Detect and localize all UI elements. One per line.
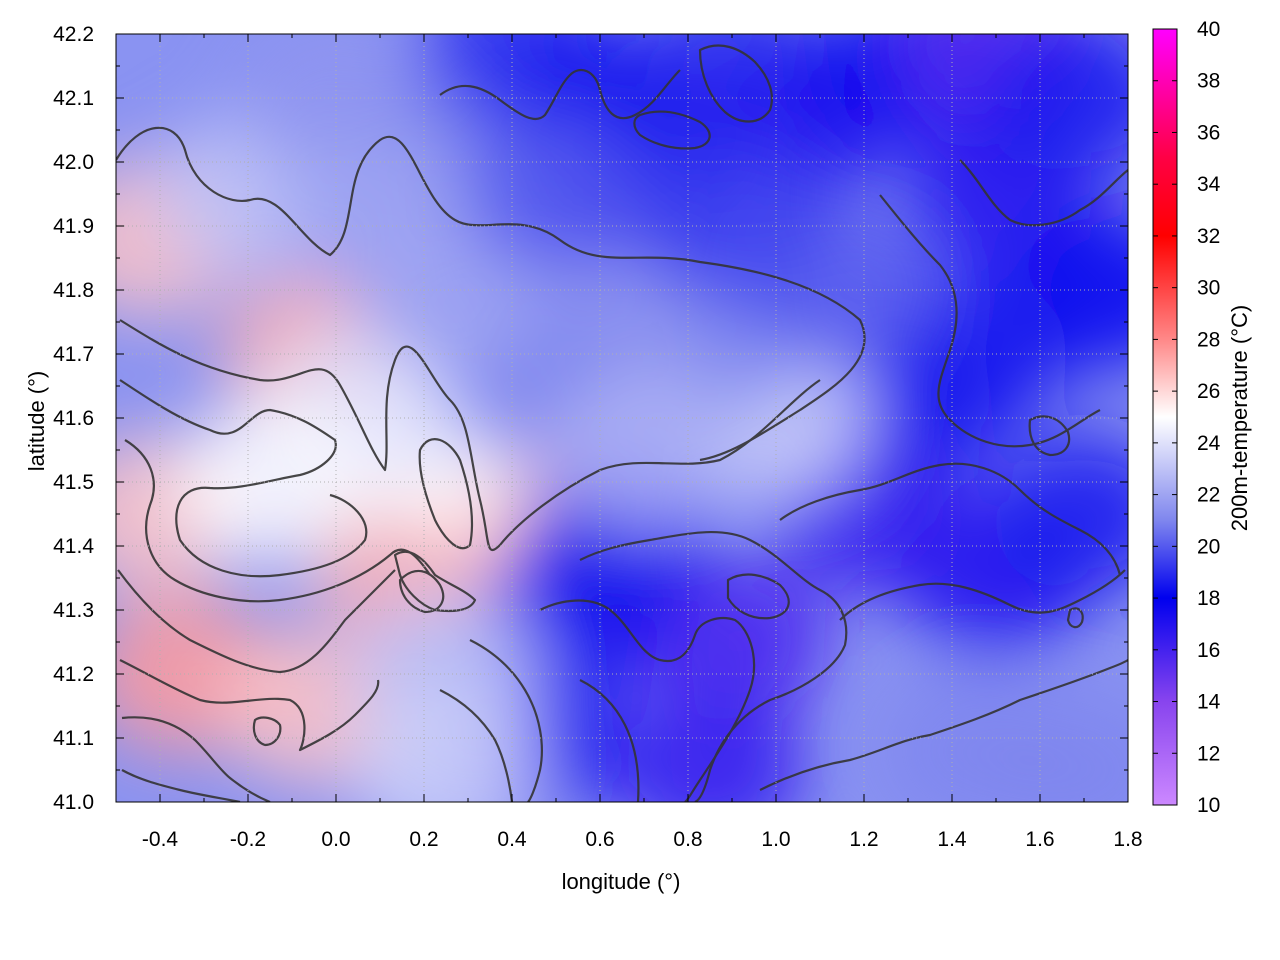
colorbar-tick-label: 40 [1197, 18, 1220, 41]
contour-line [469, 639, 543, 802]
y-tick-label: 41.3 [53, 599, 94, 622]
colorbar-tick-label: 38 [1197, 70, 1220, 93]
contour-line [579, 679, 640, 802]
contour-line [439, 689, 514, 802]
field-sample [637, 562, 827, 722]
colorbar-tick-label: 20 [1197, 535, 1220, 558]
x-tick-label: 1.8 [1113, 828, 1142, 851]
colorbar-tick-label: 22 [1197, 484, 1220, 507]
y-axis-title: latitude (°) [24, 371, 49, 472]
x-tick-label: 0.8 [673, 828, 702, 851]
x-tick-label: 1.6 [1025, 828, 1054, 851]
y-tick-label: 42.0 [53, 151, 94, 174]
contour-line [119, 319, 821, 552]
contour-line [439, 68, 681, 121]
x-axis: -0.4 -0.2 0.0 0.2 0.4 0.6 0.8 1.0 1.2 1.4 1.6 1.8 [115, 34, 1143, 851]
contour-line [117, 569, 396, 674]
contour-line [839, 569, 1126, 621]
temperature-field [116, 34, 1128, 802]
x-tick-label: 0.2 [409, 828, 438, 851]
colorbar-gradient [1152, 28, 1178, 806]
field-sample [989, 434, 1128, 594]
contour-line [759, 659, 1128, 791]
contour-line [779, 462, 1122, 576]
colorbar-tick-label: 34 [1197, 173, 1221, 196]
y-tick-label: 41.2 [53, 663, 94, 686]
colorbar-tick-label: 24 [1197, 432, 1221, 455]
colorbar-tick-label: 16 [1197, 639, 1220, 662]
colorbar-title: 200m-temperature (°C) [1227, 305, 1252, 531]
x-tick-label: 0.6 [585, 828, 614, 851]
y-tick-label: 41.4 [53, 535, 94, 558]
y-tick-label: 42.2 [53, 23, 94, 46]
contour-line [698, 44, 773, 123]
contour-line [418, 438, 474, 550]
plot-area: -0.4 -0.2 0.0 0.2 0.4 0.6 0.8 1.0 1.2 1.4 1.6 1.8 4… [53, 23, 1143, 851]
contour-line [726, 573, 790, 620]
x-tick-label: 1.2 [849, 828, 878, 851]
colorbar-tick-label: 26 [1197, 380, 1220, 403]
contour-line [124, 439, 431, 603]
y-tick-label: 41.8 [53, 279, 94, 302]
colorbar-tick-label: 12 [1197, 742, 1220, 765]
contour-lines [116, 44, 1128, 802]
colorbar-tick-label: 36 [1197, 121, 1220, 144]
y-axis: 41.0 41.1 41.2 41.3 41.4 41.5 41.6 41.7 41.8 41.9… [53, 23, 1128, 814]
y-tick-label: 41.6 [53, 407, 94, 430]
contour-line [393, 550, 477, 613]
contour-line [119, 379, 368, 578]
contour-line [121, 716, 271, 802]
field-sample [989, 690, 1128, 802]
y-tick-label: 41.9 [53, 215, 94, 238]
field-sample [351, 690, 541, 802]
colorbar-tick-label: 30 [1197, 277, 1220, 300]
colorbar-tick-label: 28 [1197, 328, 1220, 351]
contour-line [1066, 607, 1084, 629]
contour-line [119, 659, 380, 752]
contour-line [116, 126, 866, 462]
x-tick-label: 0.0 [321, 828, 350, 851]
field-sample [615, 690, 805, 802]
colorbar-tick-label: 18 [1197, 587, 1220, 610]
y-tick-label: 41.5 [53, 471, 94, 494]
grid-lines [116, 34, 1128, 802]
x-tick-label: -0.4 [142, 828, 179, 851]
y-tick-label: 41.1 [53, 727, 94, 750]
x-tick-label: 1.4 [937, 828, 967, 851]
x-tick-label: -0.2 [230, 828, 266, 851]
y-tick-label: 41.7 [53, 343, 94, 366]
contour-line [539, 599, 756, 802]
x-tick-label: 1.0 [761, 828, 790, 851]
field-sample [989, 34, 1128, 178]
contour-line [959, 159, 1128, 227]
colorbar-tick-label: 14 [1197, 691, 1221, 714]
x-axis-title: longitude (°) [562, 869, 681, 894]
y-tick-label: 42.1 [53, 87, 94, 110]
contour-line [879, 194, 1101, 448]
colorbar-axis: 10 12 14 16 18 20 22 24 26 28 30 32 34 36 38 40 [1153, 18, 1221, 817]
colorbar-tick-label: 32 [1197, 225, 1220, 248]
y-tick-label: 41.0 [53, 791, 94, 814]
colorbar: 10 12 14 16 18 20 22 24 26 28 30 32 34 36 38 40 [1152, 18, 1221, 817]
contour-line [121, 769, 241, 802]
x-tick-label: 0.4 [497, 828, 527, 851]
contour-line [1028, 415, 1071, 457]
field-sample [549, 370, 739, 530]
contour-line [633, 110, 711, 150]
contour-line [252, 716, 282, 747]
contour-line [398, 569, 445, 614]
field-sample [461, 114, 651, 274]
colorbar-tick-label: 10 [1197, 794, 1220, 817]
